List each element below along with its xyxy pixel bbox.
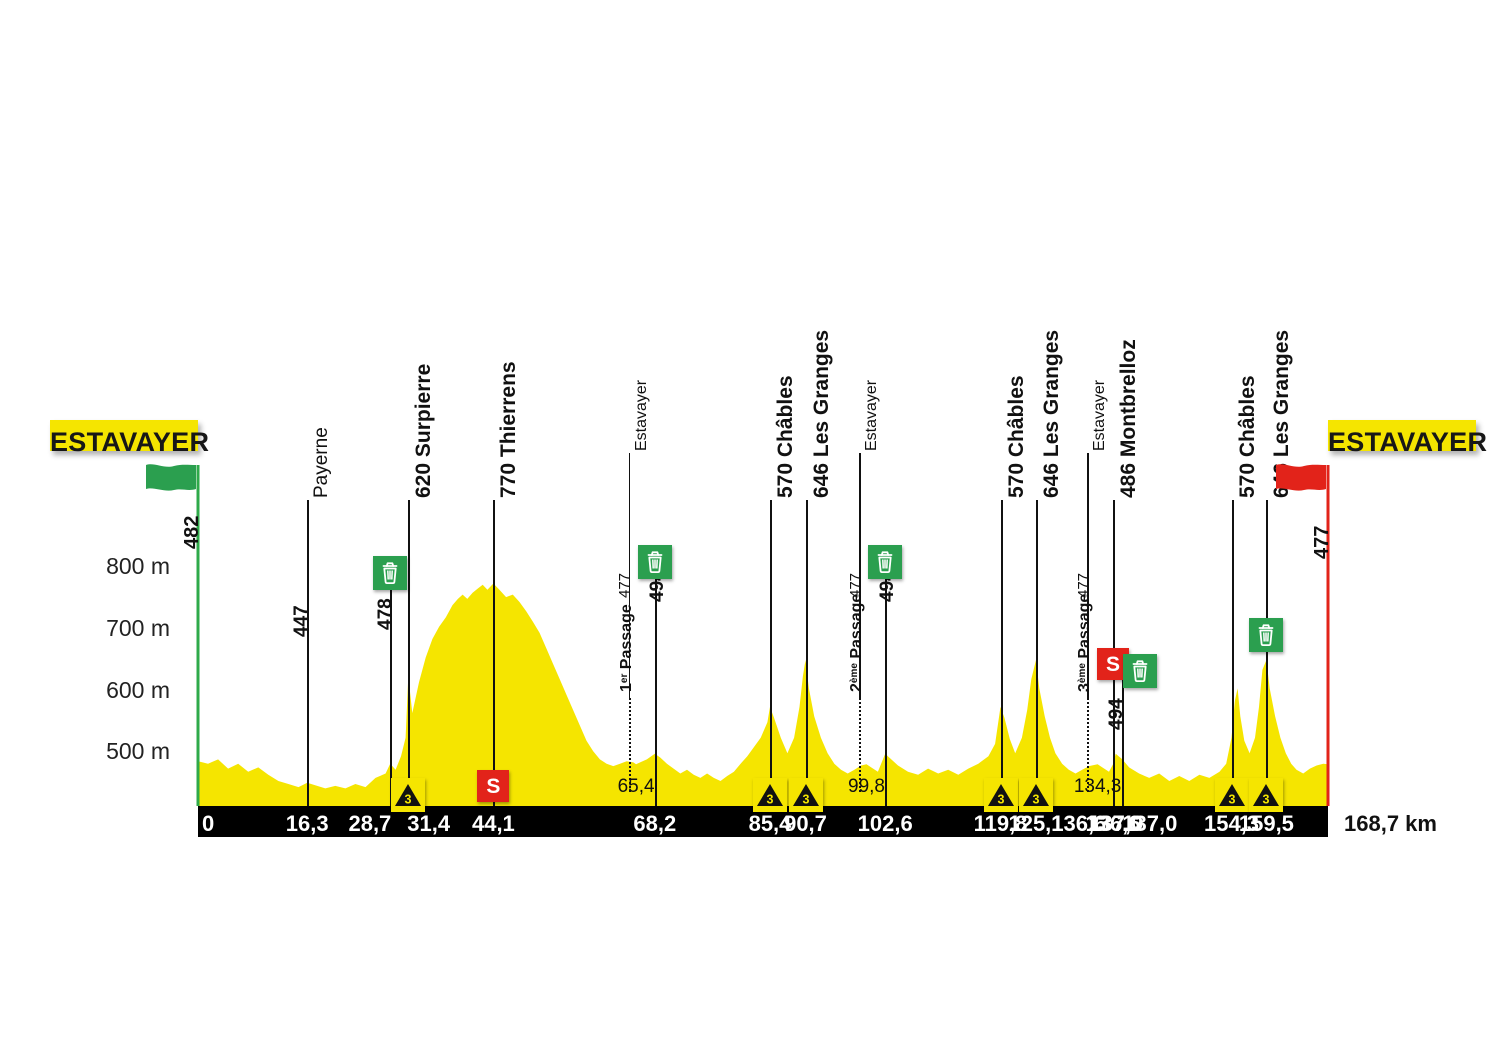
svg-text:3: 3 (1263, 792, 1270, 806)
svg-text:3: 3 (802, 792, 809, 806)
svg-text:3: 3 (1228, 792, 1235, 806)
svg-text:3: 3 (405, 792, 412, 806)
svg-text:3: 3 (997, 792, 1004, 806)
svg-text:3: 3 (767, 792, 774, 806)
svg-text:3: 3 (1033, 792, 1040, 806)
